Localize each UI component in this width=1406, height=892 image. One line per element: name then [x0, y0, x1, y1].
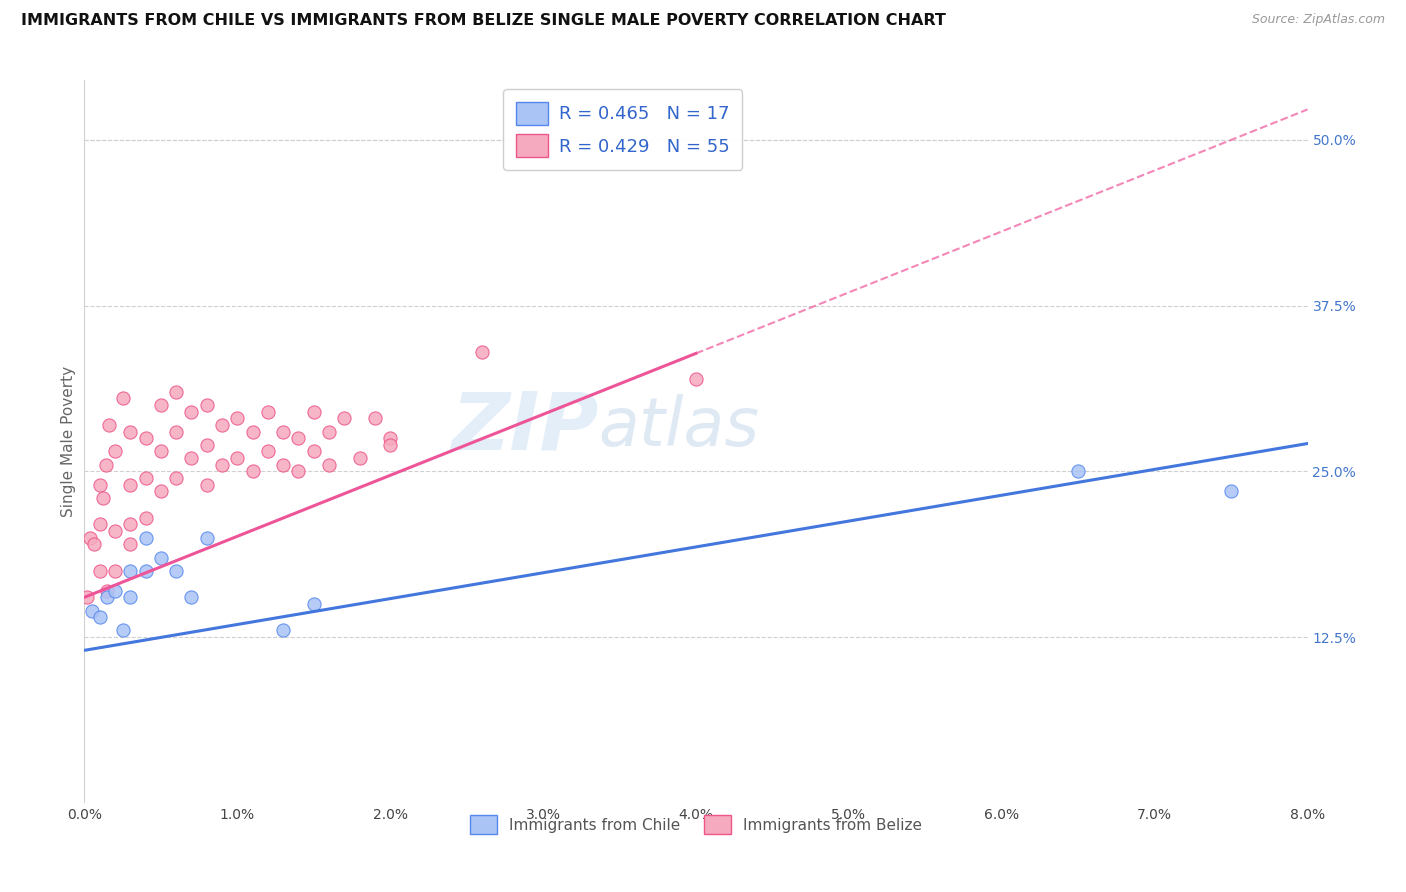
- Point: [685, 371, 707, 385]
- Point: [165, 384, 187, 399]
- Point: [333, 411, 356, 425]
- Point: [380, 431, 402, 445]
- Y-axis label: Single Male Poverty: Single Male Poverty: [60, 366, 76, 517]
- Point: [149, 444, 172, 458]
- Point: [135, 471, 157, 485]
- Point: [257, 405, 280, 419]
- Point: [195, 531, 218, 545]
- Point: [364, 411, 387, 425]
- Point: [380, 438, 402, 452]
- Point: [104, 564, 127, 578]
- Point: [180, 591, 202, 605]
- Point: [104, 524, 127, 538]
- Point: [104, 583, 127, 598]
- Point: [89, 477, 111, 491]
- Point: [471, 345, 494, 359]
- Point: [211, 458, 233, 472]
- Point: [271, 458, 294, 472]
- Point: [120, 517, 142, 532]
- Point: [135, 510, 157, 524]
- Point: [76, 591, 98, 605]
- Point: [96, 583, 118, 598]
- Point: [242, 425, 264, 439]
- Point: [149, 398, 172, 412]
- Point: [226, 451, 249, 466]
- Point: [91, 491, 114, 505]
- Text: Source: ZipAtlas.com: Source: ZipAtlas.com: [1251, 13, 1385, 27]
- Point: [149, 484, 172, 499]
- Point: [111, 392, 134, 406]
- Point: [79, 531, 101, 545]
- Point: [302, 597, 325, 611]
- Point: [302, 444, 325, 458]
- Point: [287, 431, 309, 445]
- Point: [111, 624, 134, 638]
- Point: [80, 603, 103, 617]
- Point: [165, 471, 187, 485]
- Point: [89, 564, 111, 578]
- Point: [135, 564, 157, 578]
- Point: [96, 591, 118, 605]
- Point: [287, 464, 309, 478]
- Point: [89, 517, 111, 532]
- Point: [257, 444, 280, 458]
- Point: [120, 537, 142, 551]
- Point: [302, 405, 325, 419]
- Point: [120, 591, 142, 605]
- Point: [242, 464, 264, 478]
- Point: [89, 610, 111, 624]
- Point: [318, 425, 340, 439]
- Point: [349, 451, 371, 466]
- Point: [1220, 484, 1243, 499]
- Point: [120, 477, 142, 491]
- Point: [165, 425, 187, 439]
- Point: [195, 477, 218, 491]
- Point: [195, 398, 218, 412]
- Point: [120, 564, 142, 578]
- Text: ZIP: ZIP: [451, 388, 598, 467]
- Point: [135, 531, 157, 545]
- Point: [104, 444, 127, 458]
- Point: [195, 438, 218, 452]
- Text: atlas: atlas: [598, 394, 759, 460]
- Legend: Immigrants from Chile, Immigrants from Belize: Immigrants from Chile, Immigrants from B…: [463, 807, 929, 842]
- Point: [94, 458, 117, 472]
- Point: [1067, 464, 1090, 478]
- Point: [135, 431, 157, 445]
- Text: IMMIGRANTS FROM CHILE VS IMMIGRANTS FROM BELIZE SINGLE MALE POVERTY CORRELATION : IMMIGRANTS FROM CHILE VS IMMIGRANTS FROM…: [21, 13, 946, 29]
- Point: [211, 417, 233, 432]
- Point: [149, 550, 172, 565]
- Point: [271, 425, 294, 439]
- Point: [165, 564, 187, 578]
- Point: [83, 537, 105, 551]
- Point: [120, 425, 142, 439]
- Point: [226, 411, 249, 425]
- Point: [180, 451, 202, 466]
- Point: [180, 405, 202, 419]
- Point: [318, 458, 340, 472]
- Point: [271, 624, 294, 638]
- Point: [97, 417, 120, 432]
